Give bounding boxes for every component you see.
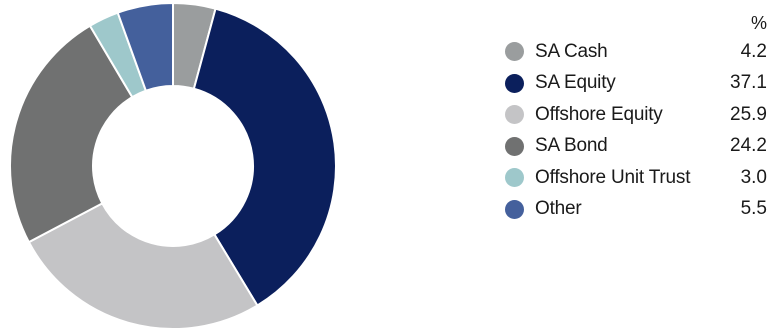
legend-swatch: [505, 73, 524, 93]
chart-legend: % SA Cash 4.2 SA Equity 37.1 Offshore Equity…: [505, 10, 767, 225]
unit-label: %: [750, 12, 767, 33]
legend-swatch: [505, 105, 524, 125]
legend-rows: SA Cash 4.2 SA Equity 37.1 Offshore Equity 25…: [505, 36, 767, 225]
legend-label: Offshore Unit Trust: [535, 166, 691, 188]
legend-value: 37.1: [730, 72, 767, 94]
donut-slice-offshore-equity: [27, 202, 259, 330]
legend-unit-header: %: [505, 10, 767, 36]
legend-label: Other: [535, 198, 582, 220]
legend-label: SA Cash: [535, 40, 608, 62]
legend-swatch: [505, 42, 524, 62]
legend-item-offshore-unit-trust: Offshore Unit Trust 3.0: [505, 162, 767, 194]
legend-value: 25.9: [730, 103, 767, 125]
legend-value: 24.2: [730, 135, 767, 157]
legend-swatch: [505, 168, 524, 188]
legend-value: 3.0: [740, 166, 767, 188]
legend-swatch: [505, 136, 524, 156]
legend-item-sa-bond: SA Bond 24.2: [505, 131, 767, 163]
donut-slice-sa-bond: [9, 24, 134, 244]
legend-item-offshore-equity: Offshore Equity 25.9: [505, 99, 767, 131]
donut-slice-sa-equity: [192, 7, 337, 307]
legend-label: Offshore Equity: [535, 103, 663, 125]
legend-item-other: Other 5.5: [505, 194, 767, 226]
legend-item-sa-cash: SA Cash 4.2: [505, 36, 767, 68]
donut-slice-other: [116, 1, 174, 93]
legend-item-sa-equity: SA Equity 37.1: [505, 68, 767, 100]
legend-label: SA Bond: [535, 135, 608, 157]
legend-swatch: [505, 199, 524, 219]
legend-value: 5.5: [740, 198, 767, 220]
donut-chart: [9, 1, 337, 330]
legend-value: 4.2: [740, 40, 767, 62]
legend-label: SA Equity: [535, 72, 616, 94]
